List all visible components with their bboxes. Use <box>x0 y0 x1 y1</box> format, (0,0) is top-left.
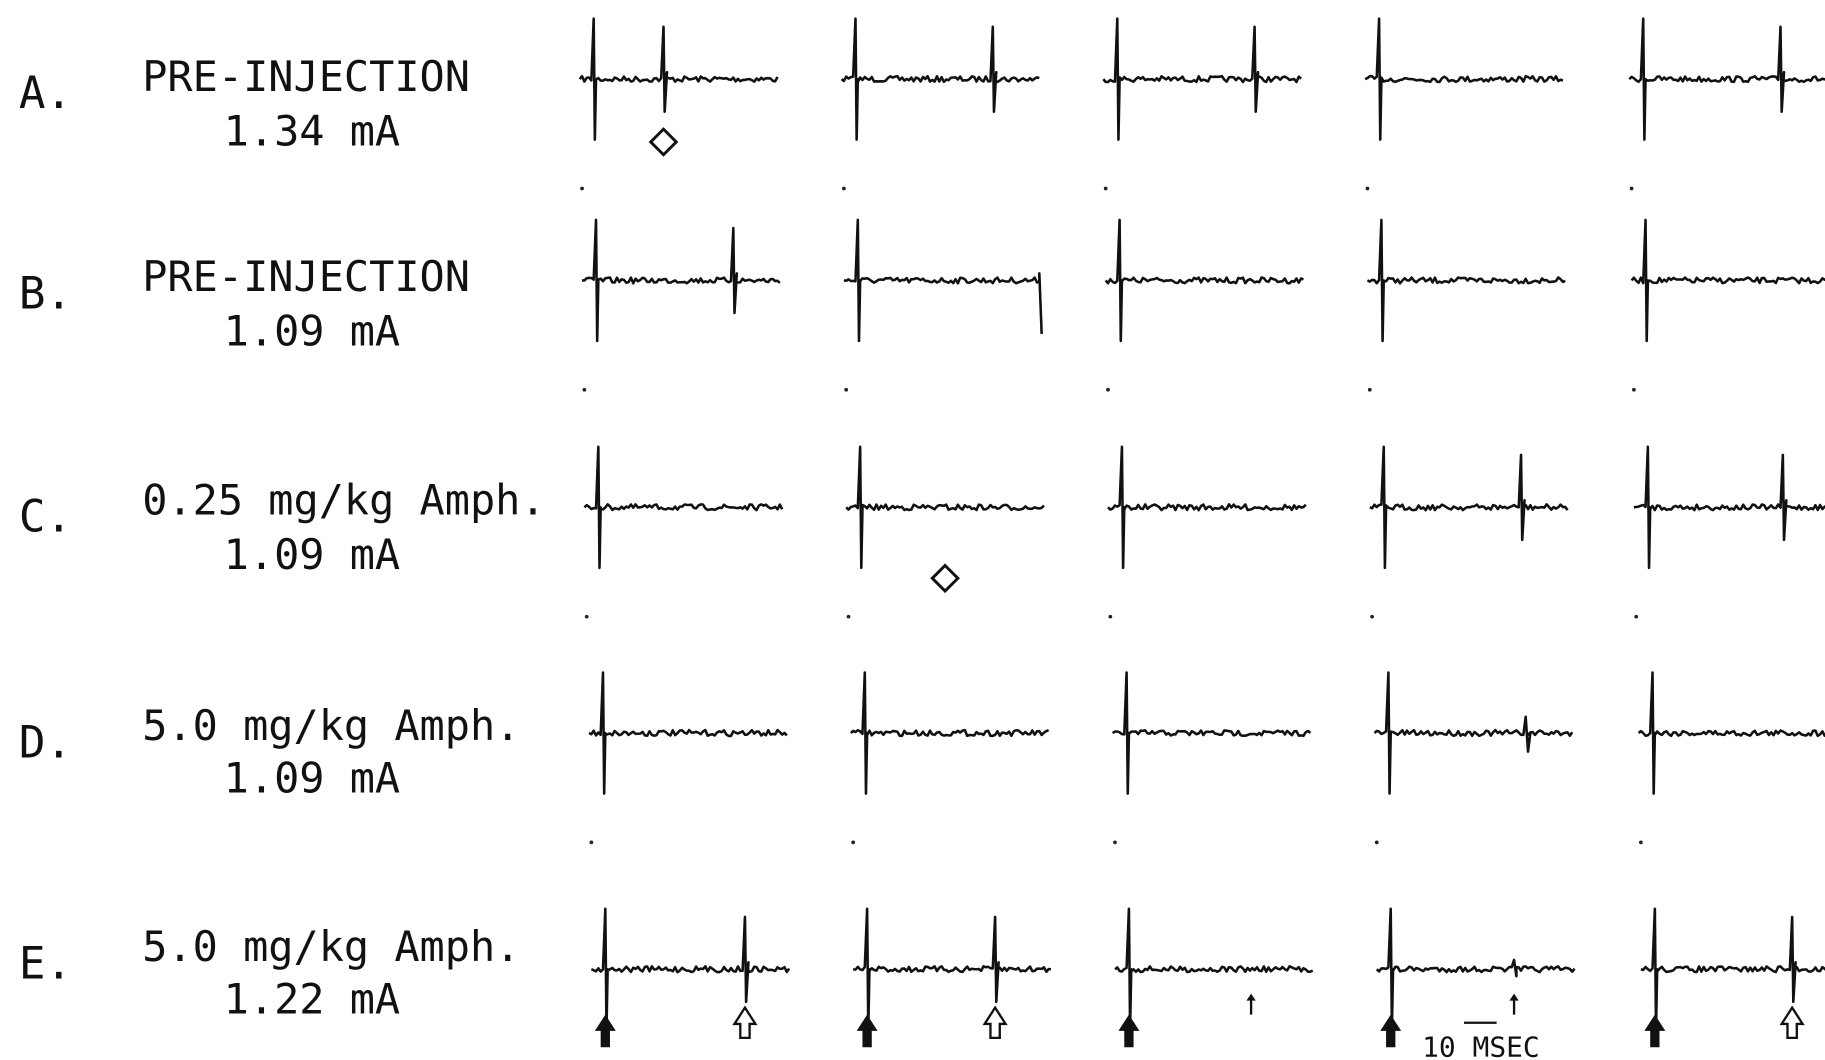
dot <box>1634 614 1639 619</box>
condition: 5.0 mg/kg Amph. <box>142 922 520 971</box>
trace <box>840 17 1040 141</box>
trace <box>1375 907 1576 1032</box>
current: 1.09 mA <box>224 530 400 579</box>
dot <box>851 840 856 845</box>
dot <box>1108 614 1113 619</box>
trace <box>1373 671 1574 795</box>
dot <box>1113 840 1117 845</box>
diamond-marker <box>648 127 679 157</box>
trace <box>1107 445 1307 570</box>
trace <box>1637 671 1825 795</box>
trace <box>852 907 1052 1032</box>
dot <box>584 614 589 619</box>
trace <box>588 671 788 795</box>
small-arrow <box>1246 993 1256 1015</box>
trace <box>590 907 791 1032</box>
current: 1.22 mA <box>224 974 400 1023</box>
stimulus-arrow <box>856 1014 878 1048</box>
response-arrow <box>1779 1005 1805 1040</box>
dot <box>1103 186 1108 191</box>
dot <box>1629 186 1634 191</box>
trace <box>1364 17 1564 141</box>
dot <box>1374 840 1379 845</box>
trace <box>583 445 784 570</box>
condition: PRE-INJECTION <box>142 52 470 101</box>
response-arrow <box>982 1005 1008 1040</box>
trace <box>1114 907 1314 1032</box>
dot <box>844 387 849 392</box>
trace <box>1369 445 1569 570</box>
trace <box>1102 17 1302 141</box>
dot <box>1632 387 1636 392</box>
trace <box>1633 445 1825 570</box>
trace <box>849 671 1050 795</box>
trace <box>845 445 1045 570</box>
trace <box>1640 907 1825 1032</box>
condition: 5.0 mg/kg Amph. <box>142 701 520 750</box>
trace <box>582 218 781 343</box>
dot <box>841 186 846 191</box>
dot <box>846 614 851 619</box>
small-arrow <box>1509 993 1519 1015</box>
stimulus-arrow <box>1118 1014 1140 1048</box>
trace <box>1104 218 1304 343</box>
trace <box>1366 218 1566 343</box>
response-arrow <box>732 1005 758 1040</box>
dot <box>1367 387 1372 392</box>
dot <box>582 387 587 392</box>
dot <box>1639 840 1643 845</box>
dot <box>1365 186 1370 191</box>
current: 1.34 mA <box>224 106 400 155</box>
trace <box>1630 218 1825 343</box>
stimulus-arrow <box>1644 1014 1666 1048</box>
trace <box>843 218 1043 343</box>
dot <box>1106 387 1110 392</box>
trace <box>1628 17 1825 141</box>
row-letter: C. <box>19 492 72 543</box>
scale-label: 10 MSEC <box>1422 1031 1540 1060</box>
row-letter: A. <box>19 68 72 119</box>
condition: PRE-INJECTION <box>142 252 470 301</box>
row-letter: E. <box>19 939 72 990</box>
row-letter: B. <box>19 268 72 319</box>
dot <box>1370 614 1374 619</box>
row-letter: D. <box>19 717 72 768</box>
dot <box>580 186 584 191</box>
stimulus-arrow <box>594 1014 616 1048</box>
current: 1.09 mA <box>224 307 400 356</box>
trace <box>578 17 779 141</box>
stimulus-arrow <box>1380 1014 1402 1048</box>
condition: 0.25 mg/kg Amph. <box>142 475 545 524</box>
current: 1.09 mA <box>224 753 400 802</box>
diamond-marker <box>930 563 960 594</box>
dot <box>589 840 594 845</box>
trace <box>1111 671 1312 795</box>
